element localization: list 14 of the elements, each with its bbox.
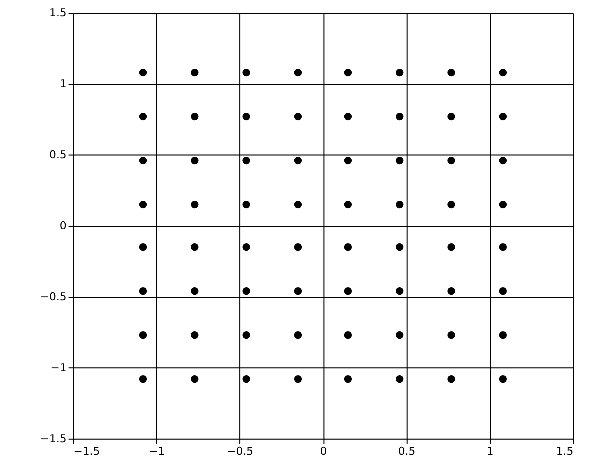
- y-tick-label: −0.5: [40, 290, 67, 304]
- y-tick-label: 0: [60, 220, 67, 233]
- y-tick-label: 0.5: [50, 148, 67, 162]
- x-tick-label: −1.5: [74, 445, 100, 458]
- x-tick-label: 1: [486, 445, 494, 458]
- y-tick-label: 1.5: [50, 6, 67, 20]
- x-tick-label: 0: [320, 445, 328, 458]
- x-tick-label: −1: [149, 445, 166, 458]
- y-tick-label: −1.5: [40, 432, 67, 446]
- x-tick-label: −0.5: [227, 445, 254, 458]
- y-tick-label: −1: [50, 361, 67, 374]
- y-tick-label: 1: [60, 78, 67, 91]
- x-tick-label: 0.5: [398, 445, 416, 458]
- x-tick-label: 1.5: [556, 445, 574, 458]
